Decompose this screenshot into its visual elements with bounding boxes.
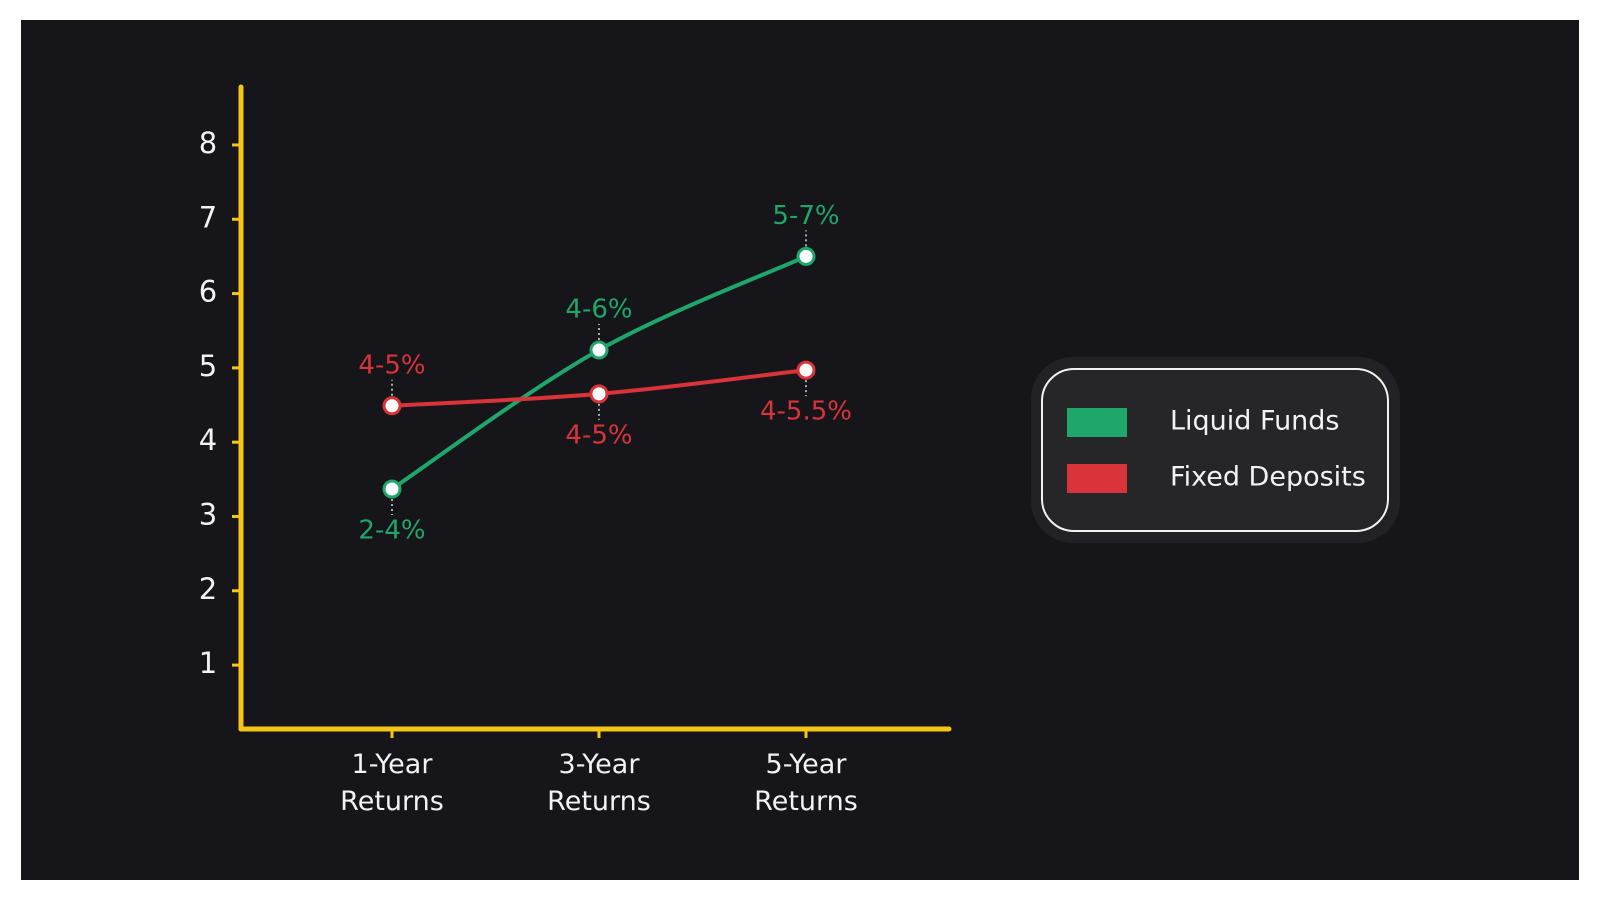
- x-tick-label: 3-Year Returns: [547, 749, 651, 817]
- y-tick-label: 1: [199, 646, 217, 680]
- y-tick-label: 6: [199, 275, 217, 309]
- value-label: 4-5.5%: [760, 397, 852, 427]
- value-label: 5-7%: [772, 201, 839, 231]
- point: [796, 360, 816, 380]
- y-tick-label: 8: [199, 126, 217, 160]
- y-tick-label: 2: [199, 572, 217, 606]
- legend-swatch: [1067, 464, 1127, 493]
- line: [390, 254, 807, 491]
- y-tick-label: 7: [199, 200, 217, 234]
- value-label: 2-4%: [358, 515, 425, 545]
- value-label: 4-5%: [565, 420, 632, 450]
- y-tick-label: 3: [199, 497, 217, 531]
- point: [382, 479, 402, 499]
- point: [589, 340, 609, 360]
- point: [796, 246, 816, 266]
- value-label: 4-6%: [565, 295, 632, 325]
- point: [382, 396, 402, 416]
- x-tick-label: 5-Year Returns: [754, 749, 858, 817]
- legend-label: Fixed Deposits: [1170, 462, 1366, 493]
- legend-swatch: [1067, 408, 1127, 437]
- legend-label: Liquid Funds: [1170, 406, 1340, 437]
- y-tick-label: 4: [199, 423, 217, 457]
- y-tick-label: 5: [199, 349, 217, 383]
- x-tick-label: 1-Year Returns: [340, 749, 444, 817]
- legend-box: [1041, 368, 1389, 532]
- value-label: 4-5%: [358, 350, 425, 380]
- point: [589, 384, 609, 404]
